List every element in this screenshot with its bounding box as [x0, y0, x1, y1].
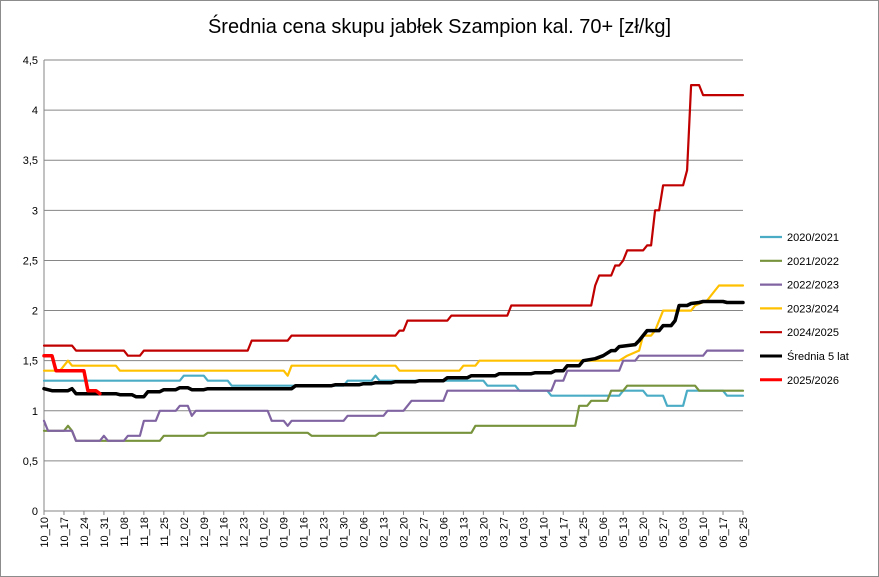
x-tick-label: 10_31 — [99, 517, 111, 548]
y-tick-label: 4,5 — [23, 55, 38, 67]
legend-label: 2022/2023 — [787, 280, 839, 292]
x-tick-label: 04_10 — [538, 517, 550, 548]
chart-title: Średnia cena skupu jabłek Szampion kal. … — [207, 16, 672, 38]
x-tick-label: 12_02 — [179, 517, 191, 548]
y-tick-label: 1,5 — [23, 356, 38, 368]
x-tick-label: 06_10 — [698, 517, 710, 548]
x-tick-label: 11_25 — [159, 517, 171, 547]
x-tick-label: 05_13 — [618, 517, 630, 548]
x-tick-label: 03_13 — [458, 517, 470, 548]
x-tick-label: 03_20 — [478, 517, 490, 548]
series-line — [42, 384, 745, 442]
legend-label: 2021/2022 — [787, 256, 839, 268]
y-tick-label: 0,5 — [23, 456, 38, 468]
x-tick-label: 01_16 — [299, 517, 311, 548]
series-line — [42, 349, 745, 442]
y-tick-label: 2,5 — [23, 255, 38, 267]
y-tick-label: 0 — [32, 506, 38, 518]
x-tick-label: 05_06 — [598, 517, 610, 548]
x-tick-label: 01_09 — [279, 517, 291, 548]
series-line — [42, 353, 102, 396]
x-tick-label: 03_27 — [498, 517, 510, 548]
x-tick-label: 04_25 — [578, 517, 590, 548]
x-tick-label: 04_03 — [518, 517, 530, 548]
axes: 0 0,5 1 1,5 2 2,5 3 3,5 4 4,5 10_10 10_17 10_24 10_31… — [23, 55, 750, 548]
series-line — [42, 84, 745, 357]
x-tick-label: 04_17 — [558, 517, 570, 548]
x-tick-label: 05_20 — [638, 517, 650, 548]
x-tick-label: 03_06 — [438, 517, 450, 548]
x-tick-label: 01_30 — [339, 517, 351, 548]
x-tick-label: 02_13 — [379, 517, 391, 548]
y-tick-label: 3 — [32, 205, 38, 217]
y-tick-label: 1 — [32, 406, 38, 418]
legend-label: Średnia 5 lat — [787, 350, 849, 363]
x-tick-label: 10_24 — [79, 517, 91, 548]
x-tick-label: 02_20 — [398, 517, 410, 548]
x-tick-label: 12_23 — [239, 517, 251, 548]
legend-label: 2023/2024 — [787, 303, 839, 315]
legend-label: 2020/2021 — [787, 232, 839, 244]
x-tick-label: 06_03 — [678, 517, 690, 548]
legend: 2020/2021 2021/2022 2022/2023 2023/2024 2024… — [760, 232, 849, 387]
x-tick-label: 11_18 — [139, 517, 151, 547]
x-tick-label: 06_17 — [718, 517, 730, 548]
x-tick-label: 02_06 — [359, 517, 371, 548]
gridlines — [44, 59, 743, 512]
y-tick-label: 4 — [32, 105, 38, 117]
x-tick-label: 05_27 — [658, 517, 670, 548]
x-tick-label: 01_23 — [319, 517, 331, 548]
legend-label: 2024/2025 — [787, 327, 839, 339]
x-tick-label: 06_25 — [738, 517, 750, 548]
series-lines — [42, 84, 745, 442]
x-tick-label: 10_10 — [39, 517, 51, 548]
legend-label: 2025/2026 — [787, 375, 839, 387]
x-tick-label: 11_08 — [119, 517, 131, 547]
x-tick-label: 02_27 — [418, 517, 430, 548]
series-line — [42, 299, 745, 399]
x-tick-label: 12_09 — [199, 517, 211, 548]
x-tick-label: 01_02 — [259, 517, 271, 548]
series-line — [42, 284, 745, 377]
y-tick-label: 2 — [32, 306, 38, 318]
y-tick-label: 3,5 — [23, 155, 38, 167]
x-tick-label: 12_16 — [219, 517, 231, 548]
series-line — [42, 374, 745, 407]
x-tick-label: 10_17 — [59, 517, 71, 548]
